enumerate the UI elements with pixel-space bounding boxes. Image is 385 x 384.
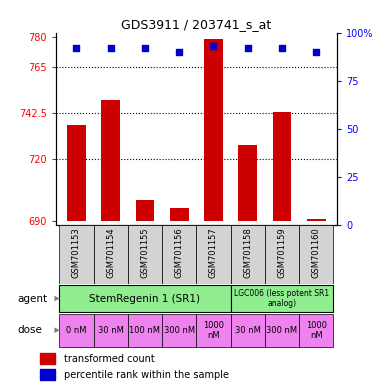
Bar	[204, 39, 223, 220]
FancyBboxPatch shape	[231, 285, 333, 313]
Text: 100 nM: 100 nM	[129, 326, 161, 335]
Text: 30 nM: 30 nM	[235, 326, 261, 335]
FancyBboxPatch shape	[265, 225, 299, 284]
Bar	[170, 208, 189, 220]
Text: 1000
nM: 1000 nM	[306, 321, 327, 340]
FancyBboxPatch shape	[94, 225, 128, 284]
FancyBboxPatch shape	[59, 314, 94, 347]
Text: GSM701159: GSM701159	[278, 228, 286, 278]
Text: dose: dose	[17, 325, 42, 335]
Title: GDS3911 / 203741_s_at: GDS3911 / 203741_s_at	[121, 18, 271, 31]
Point	[176, 49, 182, 55]
Text: GSM701154: GSM701154	[106, 228, 115, 278]
FancyBboxPatch shape	[128, 314, 162, 347]
Bar	[101, 100, 120, 220]
Text: GSM701156: GSM701156	[175, 228, 184, 278]
FancyBboxPatch shape	[162, 225, 196, 284]
Text: 1000
nM: 1000 nM	[203, 321, 224, 340]
FancyBboxPatch shape	[299, 225, 333, 284]
Text: GSM701158: GSM701158	[243, 228, 252, 278]
FancyBboxPatch shape	[299, 314, 333, 347]
Text: percentile rank within the sample: percentile rank within the sample	[64, 370, 229, 380]
FancyBboxPatch shape	[162, 314, 196, 347]
FancyBboxPatch shape	[196, 225, 231, 284]
Text: GSM701155: GSM701155	[141, 228, 149, 278]
Point	[211, 43, 217, 49]
FancyBboxPatch shape	[265, 314, 299, 347]
Bar	[238, 145, 257, 220]
Bar	[40, 353, 55, 364]
Text: StemRegenin 1 (SR1): StemRegenin 1 (SR1)	[89, 293, 201, 304]
Point	[245, 45, 251, 51]
Bar	[136, 200, 154, 220]
Text: agent: agent	[17, 293, 47, 304]
Text: 30 nM: 30 nM	[98, 326, 124, 335]
Point	[107, 45, 114, 51]
Point	[313, 49, 320, 55]
Text: GSM701157: GSM701157	[209, 228, 218, 278]
Bar	[307, 218, 326, 220]
FancyBboxPatch shape	[196, 314, 231, 347]
Text: LGC006 (less potent SR1
analog): LGC006 (less potent SR1 analog)	[234, 289, 330, 308]
FancyBboxPatch shape	[94, 314, 128, 347]
Point	[142, 45, 148, 51]
Text: 300 nM: 300 nM	[266, 326, 298, 335]
Text: 300 nM: 300 nM	[164, 326, 195, 335]
Bar	[40, 369, 55, 381]
FancyBboxPatch shape	[128, 225, 162, 284]
FancyBboxPatch shape	[231, 314, 265, 347]
FancyBboxPatch shape	[59, 285, 231, 313]
Text: 0 nM: 0 nM	[66, 326, 87, 335]
FancyBboxPatch shape	[59, 225, 94, 284]
Bar	[273, 112, 291, 220]
Text: GSM701160: GSM701160	[312, 228, 321, 278]
Point	[279, 45, 285, 51]
Bar	[67, 124, 86, 220]
Point	[73, 45, 79, 51]
Text: transformed count: transformed count	[64, 354, 154, 364]
FancyBboxPatch shape	[231, 225, 265, 284]
Text: GSM701153: GSM701153	[72, 228, 81, 278]
